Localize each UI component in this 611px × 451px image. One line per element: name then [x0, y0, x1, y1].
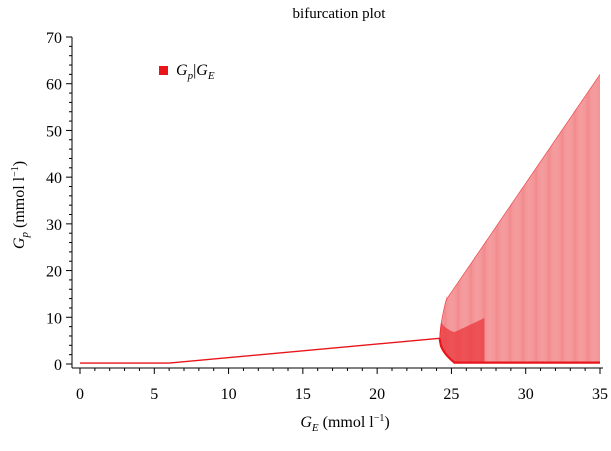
y-tick-label: 50	[46, 123, 62, 140]
x-tick-label: 10	[221, 386, 237, 403]
y-tick-label: 30	[46, 217, 62, 234]
y-tick-label: 70	[46, 30, 62, 47]
stable-branch-line	[80, 337, 440, 364]
chart-title: bifurcation plot	[293, 6, 387, 22]
chaotic-onset-dense	[439, 318, 485, 363]
legend: Gp|GE	[159, 62, 215, 82]
legend-label: Gp|GE	[176, 62, 215, 82]
chaotic-upper-envelope	[439, 74, 601, 339]
data-layer	[80, 74, 601, 364]
y-tick-label: 20	[46, 264, 62, 281]
x-tick-label: 0	[76, 386, 84, 403]
y-tick-label: 60	[46, 77, 62, 94]
x-tick-label: 5	[150, 386, 158, 403]
y-tick-label: 0	[54, 357, 62, 374]
y-axis-label: Gp (mmol l−1)	[10, 161, 31, 249]
axes	[71, 37, 603, 369]
y-tick-label: 10	[46, 310, 62, 327]
x-tick-label: 25	[443, 386, 459, 403]
x-axis-ticks: 0 5 10 15 20 25 30 35	[76, 368, 608, 403]
y-axis-ticks: 0 10 20 30 40 50 60 70	[46, 30, 72, 374]
x-tick-label: 35	[592, 386, 608, 403]
x-tick-label: 30	[518, 386, 534, 403]
x-tick-label: 15	[295, 386, 311, 403]
x-axis-label: GE (mmol l−1)	[300, 413, 389, 434]
legend-marker	[159, 66, 168, 75]
y-tick-label: 40	[46, 170, 62, 187]
chaotic-region-strokes	[439, 74, 600, 363]
x-tick-label: 20	[369, 386, 385, 403]
